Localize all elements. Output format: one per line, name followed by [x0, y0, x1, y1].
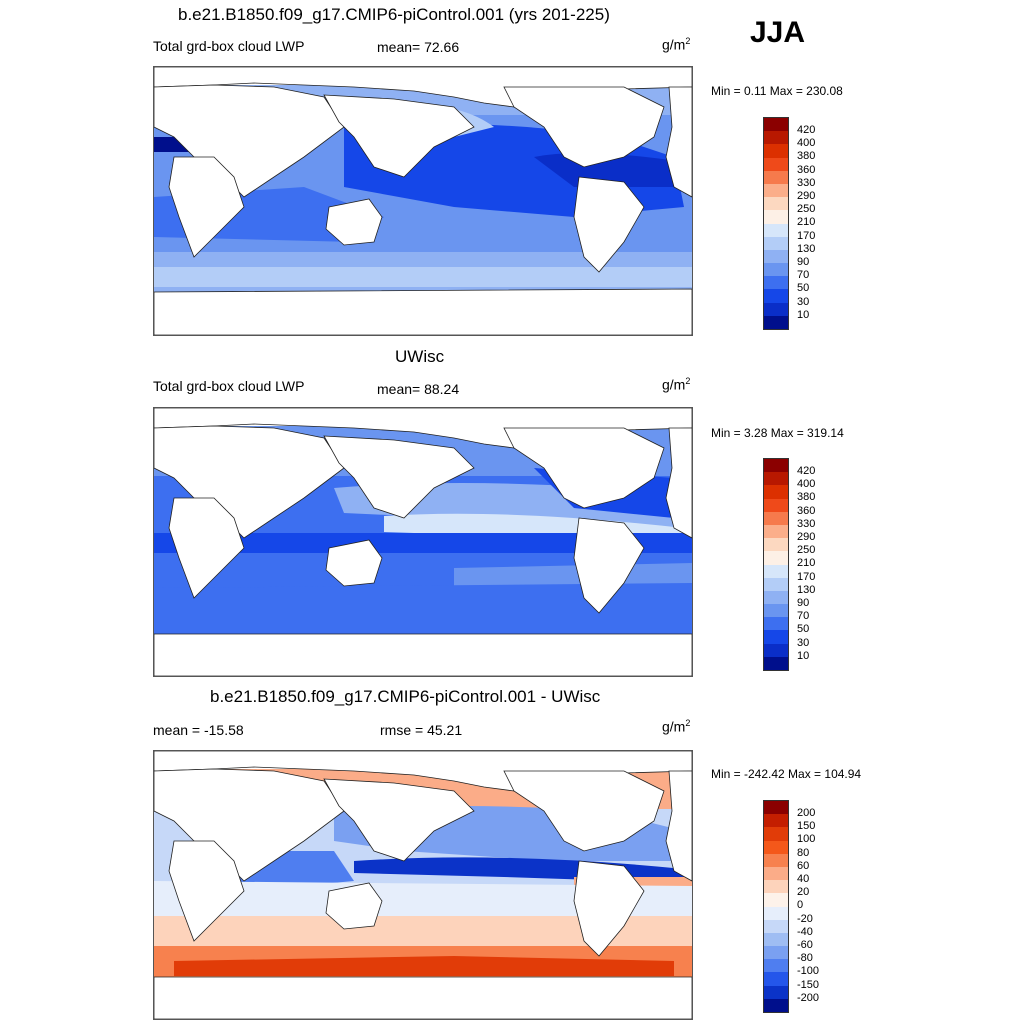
colorbar-tick: 420	[797, 465, 816, 477]
panel1-variable-label: Total grd-box cloud LWP	[153, 38, 305, 54]
colorbar-tick: 20	[797, 886, 810, 899]
panel1-colorbar	[763, 117, 789, 330]
colorbar-tick: -20	[797, 912, 813, 925]
panel1-units: g/m2	[662, 36, 691, 53]
colorbar-tick: 0	[797, 899, 804, 912]
panel1-map-svg	[154, 67, 692, 335]
colorbar-tick: 10	[797, 308, 810, 321]
colorbar-tick: 290	[797, 531, 816, 544]
panel3-mean-label: mean = -15.58	[153, 722, 244, 738]
colorbar-tick: 330	[797, 176, 816, 189]
colorbar-tick: 30	[797, 295, 810, 308]
colorbar-tick: 70	[797, 610, 810, 623]
colorbar-tick: 70	[797, 269, 810, 282]
panel3-map	[153, 750, 693, 1020]
colorbar-tick: 90	[797, 256, 810, 269]
colorbar-tick: 130	[797, 583, 816, 596]
panel2-title: UWisc	[395, 347, 445, 366]
panel1-mean-label: mean= 72.66	[377, 39, 460, 55]
panel2-units: g/m2	[662, 376, 691, 393]
panel2-colorbar	[763, 458, 789, 671]
season-label: JJA	[750, 16, 806, 49]
colorbar-tick: 400	[797, 478, 816, 491]
panel1-colorbar-labels: 420 400 380 360 330 290 250 210 170 130 …	[797, 124, 815, 322]
colorbar-tick: 100	[797, 833, 816, 846]
colorbar-tick: 210	[797, 557, 816, 570]
colorbar-tick: 200	[797, 807, 816, 819]
colorbar-tick: 130	[797, 242, 816, 255]
panel3-units: g/m2	[662, 718, 691, 735]
colorbar-tick: -200	[797, 991, 820, 1004]
colorbar-tick: 360	[797, 504, 816, 517]
panel2-map	[153, 407, 693, 677]
colorbar-tick: 170	[797, 229, 816, 242]
panel1-range-label: Min = 0.11 Max = 230.08	[711, 84, 843, 98]
colorbar-tick: 10	[797, 649, 810, 662]
colorbar-tick: -100	[797, 965, 820, 978]
colorbar-tick: 30	[797, 636, 810, 649]
panel2-variable-label: Total grd-box cloud LWP	[153, 378, 305, 394]
colorbar-tick: 360	[797, 163, 816, 176]
panel3-title: b.e21.B1850.f09_g17.CMIP6-piControl.001 …	[210, 687, 601, 706]
panel2-range-label: Min = 3.28 Max = 319.14	[711, 426, 844, 440]
panel3-range-label: Min = -242.42 Max = 104.94	[711, 767, 862, 781]
colorbar-tick: -80	[797, 952, 813, 965]
colorbar-tick: 380	[797, 150, 816, 163]
panel2-mean-label: mean= 88.24	[377, 381, 460, 397]
colorbar-tick: -150	[797, 978, 820, 991]
colorbar-tick: -40	[797, 925, 813, 938]
colorbar-tick: 60	[797, 859, 810, 872]
colorbar-tick: 330	[797, 517, 816, 530]
panel2-colorbar-labels: 420 400 380 360 330 290 250 210 170 130 …	[797, 465, 815, 663]
colorbar-tick: 400	[797, 137, 816, 150]
panel1-map	[153, 66, 693, 336]
colorbar-tick: 80	[797, 846, 810, 859]
panel2-map-svg	[154, 408, 692, 676]
panel1-title: b.e21.B1850.f09_g17.CMIP6-piControl.001 …	[178, 5, 610, 24]
colorbar-tick: 290	[797, 190, 816, 203]
colorbar-tick: 90	[797, 597, 810, 610]
panel3-colorbar-labels: 200 150 100 80 60 40 20 0 -20 -40 -60 -8…	[797, 807, 819, 1005]
colorbar-tick: 380	[797, 491, 816, 504]
colorbar-tick: 420	[797, 124, 816, 136]
panel3-colorbar	[763, 800, 789, 1013]
colorbar-tick: 150	[797, 820, 816, 833]
colorbar-tick: 250	[797, 544, 816, 557]
colorbar-tick: 170	[797, 570, 816, 583]
colorbar-tick: -60	[797, 939, 813, 952]
colorbar-tick: 250	[797, 203, 816, 216]
colorbar-tick: 50	[797, 282, 810, 295]
panel3-map-svg	[154, 751, 692, 1019]
colorbar-tick: 210	[797, 216, 816, 229]
colorbar-tick: 50	[797, 623, 810, 636]
colorbar-tick: 40	[797, 873, 810, 886]
panel3-rmse-label: rmse = 45.21	[380, 722, 463, 738]
